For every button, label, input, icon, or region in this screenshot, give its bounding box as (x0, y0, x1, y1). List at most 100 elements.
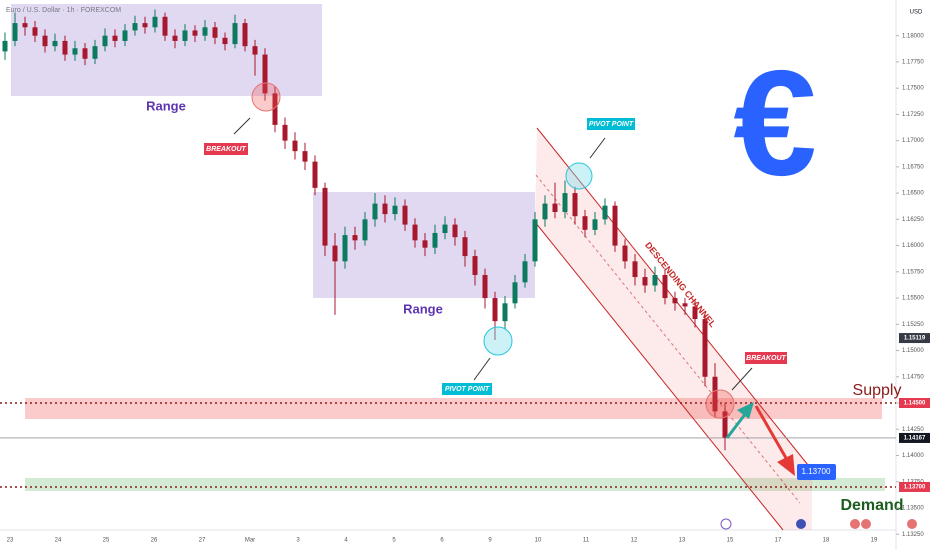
annotation: Range (403, 301, 443, 316)
candle-body (362, 219, 368, 241)
pointer (233, 117, 251, 135)
candle-body (2, 40, 8, 52)
candle-body (282, 124, 288, 141)
x-tick-label: 19 (871, 538, 878, 544)
y-tick-label: 1.15250 (902, 322, 924, 328)
y-tick-label: 1.16250 (902, 217, 924, 223)
candle-body (642, 277, 648, 286)
candle-body (672, 298, 678, 304)
candle-body (222, 37, 228, 45)
candle-body (82, 48, 88, 59)
candle-body (382, 203, 388, 215)
x-tick-label: 13 (679, 538, 686, 544)
x-tick-label: Mar (245, 538, 255, 544)
candle-body (112, 35, 118, 41)
candle-body (152, 16, 158, 28)
breakout-circle (251, 82, 281, 112)
event-icon[interactable] (720, 518, 732, 530)
event-icon[interactable] (907, 519, 917, 529)
y-tick-label: 1.16500 (902, 191, 924, 197)
x-tick-label: 11 (583, 538, 590, 544)
price-tag (899, 432, 930, 443)
y-tick-label: 1.18000 (902, 33, 924, 39)
candle-body (292, 140, 298, 152)
x-tick-label: 6 (440, 538, 444, 544)
price-tag-label: 1.14500 (904, 401, 926, 407)
annotation: BREAKOUT (746, 355, 786, 362)
channel-fill (535, 128, 812, 530)
x-tick-label: 25 (103, 538, 110, 544)
arrow-down (754, 405, 788, 459)
x-tick-label: 5 (392, 538, 396, 544)
candle-body (442, 224, 448, 233)
euro-sign: € (733, 39, 816, 207)
candle-body (412, 224, 418, 241)
x-tick-label: 12 (631, 538, 638, 544)
x-tick-label: 27 (199, 538, 206, 544)
candle-body (532, 219, 538, 262)
x-tick-label: 9 (488, 538, 492, 544)
candle-body (342, 235, 348, 262)
x-tick-label: 17 (775, 538, 782, 544)
event-icon[interactable] (850, 519, 860, 529)
y-tick-label: 1.14250 (902, 427, 924, 433)
event-icon[interactable] (861, 519, 871, 529)
candle-body (692, 306, 698, 320)
y-tick-label: 1.17250 (902, 112, 924, 118)
y-tick-label: 1.13250 (902, 532, 924, 538)
price-tag (899, 481, 930, 492)
candle-body (632, 261, 638, 278)
candle-body (682, 303, 688, 307)
label-box (204, 143, 248, 155)
y-tick-label: 1.14750 (902, 374, 924, 380)
candle-body (72, 48, 78, 55)
candle-body (572, 193, 578, 217)
candle-body (592, 219, 598, 230)
candle-body (62, 40, 68, 55)
y-tick-label: 1.17750 (902, 59, 924, 65)
pivot-circle (565, 162, 593, 190)
candle-body (582, 216, 588, 230)
candle-body (432, 232, 438, 248)
candle-body (552, 203, 558, 212)
levels (0, 402, 896, 488)
event-icon[interactable] (796, 519, 806, 529)
candle-body (42, 35, 48, 47)
candle-body (92, 46, 98, 59)
candle-body (12, 23, 18, 41)
candle-body (332, 245, 338, 262)
candle-body (462, 237, 468, 257)
y-tick-label: 1.17500 (902, 86, 924, 92)
target-box (797, 464, 836, 480)
y-tick-label: 1.16000 (902, 243, 924, 249)
x-tick-label: 3 (296, 538, 300, 544)
candle-body (172, 35, 178, 41)
annotation: Supply (853, 382, 902, 399)
candle-body (202, 27, 208, 36)
label-box (745, 352, 787, 364)
candle-body (262, 54, 268, 94)
price-tag (899, 398, 930, 409)
candle-body (192, 30, 198, 36)
x-tick-label: 10 (535, 538, 542, 544)
candles (2, 9, 728, 451)
x-tick-label: 18 (823, 538, 830, 544)
annotation: 1.13700 (802, 467, 831, 476)
candle-body (212, 27, 218, 38)
candle-body (702, 319, 708, 377)
channel-lower (534, 221, 784, 531)
candle-body (512, 282, 518, 304)
y-tick-label: 1.15000 (902, 348, 924, 354)
candle-body (122, 30, 128, 41)
y-tick-label: 1.14000 (902, 453, 924, 459)
candle-body (562, 193, 568, 212)
candle-body (472, 256, 478, 275)
candle-body (232, 23, 238, 45)
currency: USD (910, 10, 923, 16)
candle-body (622, 245, 628, 262)
candle-body (652, 274, 658, 286)
candle-body (402, 205, 408, 225)
supply-zone (25, 398, 882, 419)
pointer (731, 367, 753, 391)
